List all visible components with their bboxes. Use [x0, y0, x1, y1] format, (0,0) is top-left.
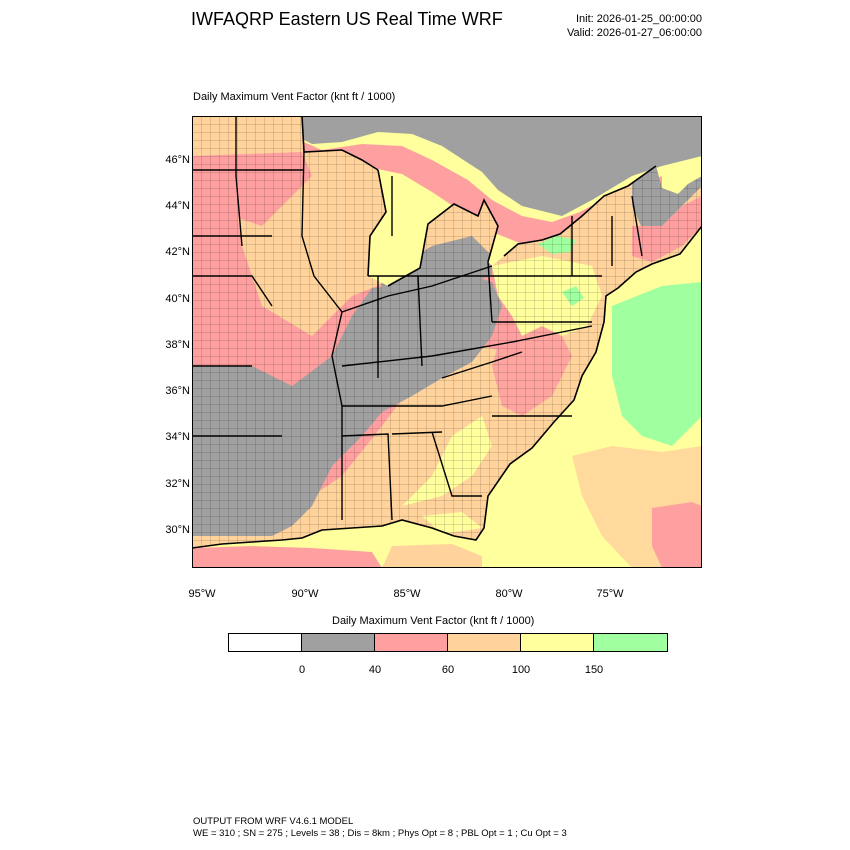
- lakes-pink-band: [290, 136, 662, 248]
- legend-tick-0: 0: [298, 664, 306, 676]
- color-legend-bar: [228, 633, 668, 652]
- lon-label-95: 95°W: [188, 588, 216, 600]
- lon-label-85: 85°W: [393, 588, 421, 600]
- gulf-tan-patch: [382, 544, 482, 568]
- model-info-line1: OUTPUT FROM WRF V4.6.1 MODEL: [193, 816, 354, 827]
- lat-label-36: 36°N: [165, 385, 190, 397]
- lon-label-80: 80°W: [495, 588, 523, 600]
- map-title: Daily Maximum Vent Factor (knt ft / 1000…: [193, 91, 396, 103]
- lat-label-30: 30°N: [165, 524, 190, 536]
- lon-label-90: 90°W: [291, 588, 319, 600]
- canada-grey-region: [282, 116, 702, 216]
- legend-swatch-yellow: [521, 634, 594, 651]
- ocean-green-patch: [612, 282, 702, 446]
- page-title: IWFAQRP Eastern US Real Time WRF: [191, 9, 503, 29]
- ocean-pink-patch: [652, 502, 702, 568]
- vent-factor-map: [192, 116, 702, 568]
- map-border: [192, 116, 702, 568]
- lat-label-44: 44°N: [165, 200, 190, 212]
- legend-title: Daily Maximum Vent Factor (knt ft / 1000…: [332, 615, 535, 627]
- legend-swatch-green: [594, 634, 667, 651]
- legend-tick-100: 100: [511, 664, 531, 676]
- legend-swatch-tan: [448, 634, 521, 651]
- valid-time-label: Valid: 2026-01-27_06:00:00: [567, 27, 702, 39]
- init-time-label: Init: 2026-01-25_00:00:00: [576, 13, 702, 25]
- lat-label-46: 46°N: [165, 154, 190, 166]
- lat-label-34: 34°N: [165, 431, 190, 443]
- lat-label-32: 32°N: [165, 478, 190, 490]
- state-boundaries: [192, 116, 643, 521]
- lat-label-40: 40°N: [165, 293, 190, 305]
- gulf-pink-patch: [192, 546, 382, 568]
- lat-label-38: 38°N: [165, 339, 190, 351]
- map-canvas: [192, 116, 702, 568]
- legend-tick-150: 150: [584, 664, 604, 676]
- lon-label-75: 75°W: [596, 588, 624, 600]
- legend-swatch-grey: [302, 634, 375, 651]
- legend-tick-60: 60: [441, 664, 455, 676]
- legend-swatch-white: [229, 634, 302, 651]
- coastlines: [192, 116, 702, 549]
- lat-label-42: 42°N: [165, 246, 190, 258]
- legend-swatch-pink: [375, 634, 448, 651]
- model-info-line2: WE = 310 ; SN = 275 ; Levels = 38 ; Dis …: [193, 828, 567, 839]
- legend-tick-40: 40: [368, 664, 382, 676]
